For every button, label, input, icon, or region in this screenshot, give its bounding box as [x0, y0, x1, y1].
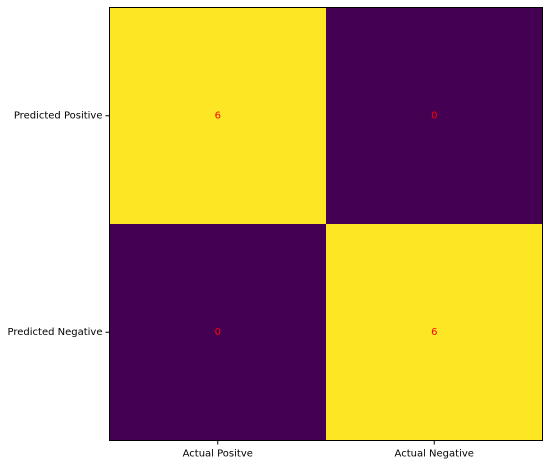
heatmap-cell-r0-c0	[109, 7, 326, 224]
y-tick-label: Predicted Negative	[8, 327, 103, 338]
cell-value-label: 6	[431, 327, 437, 338]
heatmap-cell-r0-c1	[326, 7, 543, 224]
cell-value-label: 0	[215, 327, 221, 338]
x-tick-label: Actual Negative	[395, 449, 474, 460]
y-tick-label: Predicted Positive	[14, 110, 103, 121]
x-axis-ticks: Actual Positve Actual Negative	[183, 440, 474, 460]
cell-value-label: 0	[431, 110, 437, 121]
x-tick-label: Actual Positve	[183, 449, 253, 460]
y-axis-ticks: Predicted Positive Predicted Negative	[8, 110, 110, 338]
plot-frame	[109, 7, 543, 441]
cell-value-label: 6	[215, 110, 221, 121]
heatmap-cells	[109, 7, 543, 441]
cell-annotations: 6 0 0 6	[215, 110, 438, 338]
heatmap-cell-r1-c0	[109, 224, 326, 441]
heatmap-cell-r1-c1	[326, 224, 543, 441]
